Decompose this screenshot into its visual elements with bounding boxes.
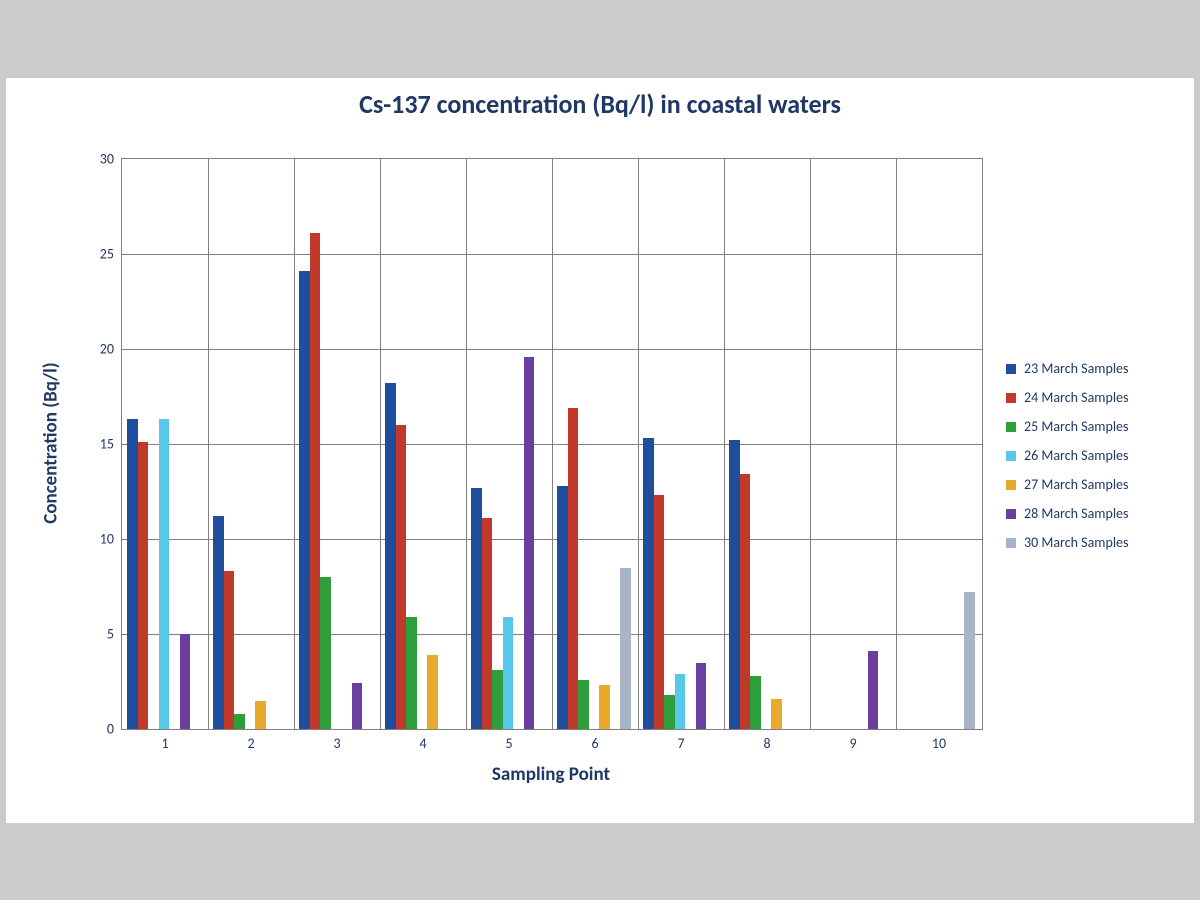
bar	[740, 474, 751, 729]
bar	[675, 674, 686, 729]
legend-swatch	[1006, 480, 1016, 490]
y-tick-label: 30	[74, 151, 122, 168]
bar	[492, 670, 503, 729]
x-tick-label: 1	[145, 729, 185, 752]
bar	[352, 683, 363, 729]
legend-swatch	[1006, 422, 1016, 432]
gridline-v	[208, 159, 209, 729]
y-tick-label: 10	[74, 531, 122, 548]
legend-swatch	[1006, 393, 1016, 403]
legend-swatch	[1006, 364, 1016, 374]
legend-label: 27 March Samples	[1024, 476, 1128, 493]
legend-swatch	[1006, 538, 1016, 548]
legend-swatch	[1006, 509, 1016, 519]
legend-item: 28 March Samples	[1006, 505, 1128, 522]
legend-label: 26 March Samples	[1024, 447, 1128, 464]
bar	[180, 634, 191, 729]
bar	[503, 617, 514, 729]
gridline-v	[294, 159, 295, 729]
gridline-v	[638, 159, 639, 729]
bar	[320, 577, 331, 729]
bar	[255, 701, 266, 730]
legend-label: 30 March Samples	[1024, 534, 1128, 551]
x-tick-label: 9	[833, 729, 873, 752]
chart-title: Cs-137 concentration (Bq/l) in coastal w…	[6, 88, 1194, 120]
y-tick-label: 20	[74, 341, 122, 358]
bar	[159, 419, 170, 729]
gridline-v	[810, 159, 811, 729]
bar	[482, 518, 493, 729]
bar	[643, 438, 654, 729]
x-tick-label: 10	[919, 729, 959, 752]
legend-label: 24 March Samples	[1024, 389, 1128, 406]
bar	[696, 663, 707, 730]
x-tick-label: 5	[489, 729, 529, 752]
gridline-v	[380, 159, 381, 729]
bar	[599, 685, 610, 729]
bar	[385, 383, 396, 729]
bar	[664, 695, 675, 729]
legend-item: 24 March Samples	[1006, 389, 1128, 406]
x-tick-label: 7	[661, 729, 701, 752]
plot-area: 05101520253012345678910	[121, 158, 983, 730]
bar	[299, 271, 310, 729]
bar	[406, 617, 417, 729]
bar	[224, 571, 235, 729]
bar	[557, 486, 568, 729]
bar	[771, 699, 782, 729]
bar	[427, 655, 438, 729]
legend-label: 25 March Samples	[1024, 418, 1128, 435]
bar	[578, 680, 589, 729]
legend: 23 March Samples 24 March Samples 25 March…	[1006, 348, 1128, 563]
y-tick-label: 0	[74, 721, 122, 738]
bar	[568, 408, 579, 729]
legend-item: 30 March Samples	[1006, 534, 1128, 551]
legend-item: 27 March Samples	[1006, 476, 1128, 493]
x-tick-label: 6	[575, 729, 615, 752]
legend-item: 26 March Samples	[1006, 447, 1128, 464]
bar	[471, 488, 482, 729]
bar	[729, 440, 740, 729]
bar	[234, 714, 245, 729]
gridline-v	[466, 159, 467, 729]
bar	[396, 425, 407, 729]
bar	[964, 592, 975, 729]
y-tick-label: 5	[74, 626, 122, 643]
legend-label: 28 March Samples	[1024, 505, 1128, 522]
page: Cs-137 concentration (Bq/l) in coastal w…	[0, 0, 1200, 900]
legend-item: 25 March Samples	[1006, 418, 1128, 435]
x-tick-label: 3	[317, 729, 357, 752]
legend-label: 23 March Samples	[1024, 360, 1128, 377]
bar	[310, 233, 321, 729]
chart-card: Cs-137 concentration (Bq/l) in coastal w…	[6, 78, 1194, 823]
bar	[138, 442, 149, 729]
bar	[868, 651, 879, 729]
x-axis-title: Sampling Point	[492, 763, 610, 786]
x-tick-label: 2	[231, 729, 271, 752]
gridline-v	[896, 159, 897, 729]
gridline-v	[552, 159, 553, 729]
y-axis-title: Concentration (Bq/l)	[40, 362, 63, 523]
y-tick-label: 25	[74, 246, 122, 263]
bar	[654, 495, 665, 729]
bar	[620, 568, 631, 730]
bar	[213, 516, 224, 729]
bar	[750, 676, 761, 729]
y-tick-label: 15	[74, 436, 122, 453]
legend-item: 23 March Samples	[1006, 360, 1128, 377]
gridline-v	[724, 159, 725, 729]
legend-swatch	[1006, 451, 1016, 461]
bar	[524, 357, 535, 729]
x-tick-label: 8	[747, 729, 787, 752]
x-tick-label: 4	[403, 729, 443, 752]
bar	[127, 419, 138, 729]
